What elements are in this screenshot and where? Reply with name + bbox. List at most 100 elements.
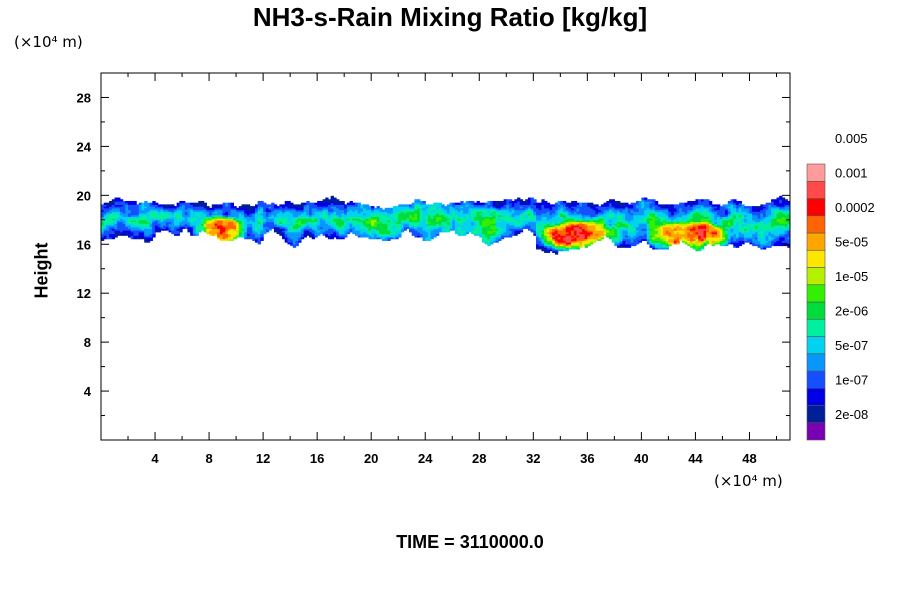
- field-cell: [317, 226, 321, 229]
- field-cell: [425, 226, 429, 229]
- field-cell: [114, 206, 118, 209]
- field-cell: [338, 212, 343, 216]
- field-cell: [387, 230, 391, 233]
- field-cell: [565, 230, 570, 233]
- field-cell: [557, 247, 561, 250]
- field-cell: [698, 243, 702, 247]
- field-cell: [622, 207, 626, 211]
- field-cell: [322, 211, 326, 214]
- field-cell: [276, 223, 280, 226]
- field-cell: [544, 202, 548, 205]
- field-cell: [390, 224, 394, 228]
- field-cell: [490, 233, 494, 236]
- field-cell: [492, 221, 497, 224]
- field-cell: [500, 218, 505, 221]
- field-cell: [287, 236, 291, 240]
- field-cell: [363, 218, 367, 221]
- field-cell: [600, 204, 605, 207]
- field-cell: [357, 202, 361, 205]
- field-cell: [498, 221, 502, 224]
- field-cell: [663, 219, 667, 223]
- field-cell: [606, 221, 610, 224]
- field-cell: [352, 218, 356, 221]
- field-cell: [560, 206, 564, 209]
- field-cell: [257, 230, 262, 233]
- field-cell: [646, 207, 651, 211]
- field-cell: [708, 207, 713, 211]
- field-cell: [165, 221, 170, 224]
- field-cell: [179, 216, 183, 219]
- field-cell: [706, 199, 710, 202]
- field-cell: [149, 214, 153, 217]
- field-cell: [144, 228, 148, 231]
- field-cell: [114, 199, 118, 202]
- field-cell: [514, 200, 518, 204]
- field-cell: [263, 202, 267, 205]
- field-cell: [436, 214, 440, 217]
- field-cell: [314, 214, 318, 217]
- field-cell: [587, 242, 591, 245]
- field-cell: [711, 204, 715, 207]
- field-cell: [649, 230, 653, 233]
- field-cell: [538, 231, 543, 235]
- field-cell: [365, 228, 370, 231]
- field-cell: [290, 204, 294, 207]
- field-cell: [573, 224, 578, 228]
- field-cell: [382, 214, 386, 217]
- field-cell: [155, 216, 159, 219]
- field-cell: [695, 218, 699, 221]
- field-cell: [717, 211, 721, 214]
- field-cell: [492, 224, 497, 228]
- field-cell: [700, 212, 705, 216]
- field-cell: [433, 226, 437, 229]
- field-cell: [198, 223, 202, 226]
- field-cell: [554, 202, 559, 205]
- field-cell: [290, 216, 294, 219]
- field-cell: [673, 236, 678, 240]
- field-cell: [479, 221, 483, 224]
- field-cell: [635, 233, 640, 236]
- field-cell: [219, 238, 224, 241]
- field-cell: [573, 200, 578, 204]
- field-cell: [314, 226, 318, 229]
- field-cell: [641, 207, 645, 211]
- field-cell: [706, 219, 710, 223]
- field-cell: [679, 202, 683, 205]
- field-cell: [444, 209, 448, 212]
- field-cell: [708, 221, 713, 224]
- field-cell: [130, 236, 135, 240]
- field-cell: [219, 224, 224, 228]
- field-cell: [584, 223, 588, 226]
- field-cell: [411, 212, 416, 216]
- field-cell: [203, 228, 207, 231]
- field-cell: [227, 236, 232, 240]
- field-cell: [611, 233, 615, 236]
- field-cell: [627, 224, 632, 228]
- field-cell: [292, 223, 297, 226]
- field-cell: [644, 219, 648, 223]
- field-cell: [284, 216, 289, 219]
- field-cell: [200, 207, 205, 211]
- field-cell: [441, 224, 445, 228]
- field-cell: [681, 240, 686, 243]
- field-cell: [171, 226, 175, 229]
- field-cell: [457, 230, 461, 233]
- field-cell: [503, 218, 507, 221]
- field-cell: [300, 207, 305, 211]
- field-cell: [627, 236, 632, 240]
- field-cell: [133, 223, 137, 226]
- field-cell: [549, 240, 553, 243]
- field-cell: [195, 207, 199, 211]
- field-cell: [554, 221, 559, 224]
- field-cell: [398, 214, 402, 217]
- field-cell: [603, 204, 607, 207]
- field-cell: [606, 202, 610, 205]
- field-cell: [344, 212, 348, 216]
- field-cell: [290, 214, 294, 217]
- field-cell: [117, 204, 121, 207]
- field-cell: [652, 247, 656, 250]
- field-cell: [481, 206, 486, 209]
- field-cell: [595, 235, 599, 238]
- field-cell: [311, 223, 316, 226]
- field-cell: [546, 231, 551, 235]
